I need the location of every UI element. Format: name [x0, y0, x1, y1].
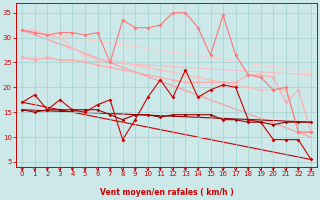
- X-axis label: Vent moyen/en rafales ( km/h ): Vent moyen/en rafales ( km/h ): [100, 188, 234, 197]
